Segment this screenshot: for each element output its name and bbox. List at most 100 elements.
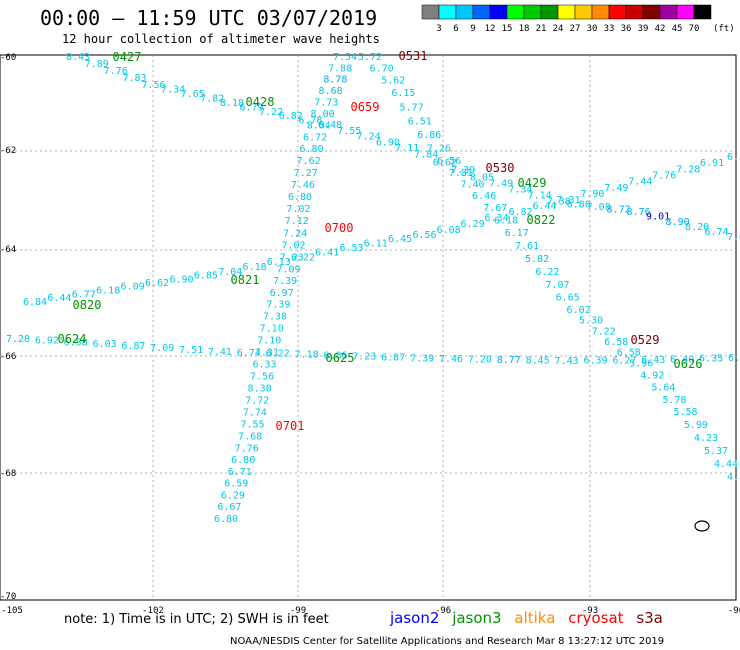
wave-height-value: 8.76: [627, 207, 651, 218]
wave-height-value: 6.02: [567, 305, 591, 316]
wave-height-value: 6.15: [391, 88, 415, 99]
wave-height-value: 7.38: [547, 197, 571, 208]
wave-height-value: 7.31: [556, 195, 580, 206]
wave-height-value: 6.58: [617, 348, 641, 359]
wave-height-value: 6.71: [228, 467, 252, 478]
wave-height-value: 6.62: [433, 157, 457, 168]
wave-height-value: 7.43: [555, 356, 579, 367]
colorbar-unit: (ft): [713, 24, 735, 34]
wave-height-value: 7.34: [508, 185, 532, 196]
pass-time-label: 0530: [486, 161, 515, 175]
colorbar-swatch: [523, 4, 542, 20]
pass-time-label: 0624: [58, 332, 87, 346]
colorbar-swatch: [659, 4, 678, 20]
colorbar-tick: 70: [689, 24, 700, 34]
wave-height-value: 7.61: [515, 241, 539, 252]
satellite-cryosat: cryosat: [568, 609, 624, 627]
wave-height-value: 7.28: [676, 164, 700, 175]
colorbar-swatch: [557, 4, 576, 20]
colorbar-tick: 12: [485, 24, 496, 34]
wave-height-value: 7.88: [328, 63, 352, 74]
wave-height-value: 7.39: [410, 353, 434, 364]
pass-time-label: 0700: [325, 221, 354, 235]
wave-height-value: 8.05: [470, 173, 494, 184]
lon-label: -99: [290, 606, 306, 616]
wave-height-value: 7.46: [439, 354, 463, 365]
wave-height-value: 7.09: [276, 264, 300, 275]
wave-height-value: 6.84: [23, 297, 47, 308]
wave-height-value: 6.13: [267, 257, 291, 268]
wave-height-value: 7.04: [218, 267, 242, 278]
wave-height-value: 6.97: [270, 288, 294, 299]
pass-time-label: 0429: [518, 176, 547, 190]
wave-height-value: 7.54: [333, 52, 357, 63]
pass-time-label: 0625: [326, 351, 355, 365]
lon-label: -96: [435, 606, 451, 616]
wave-height-value: 6.08: [437, 225, 461, 236]
lon-label: -102: [142, 606, 164, 616]
wave-height-value: 7.02: [281, 240, 305, 251]
wave-height-value: 6.80: [567, 199, 591, 210]
wave-height-value: 7.56: [250, 372, 274, 383]
wave-height-value: 8.77: [497, 355, 521, 366]
wave-height-value: 7.44: [628, 177, 652, 188]
colorbar-swatch: [421, 4, 440, 20]
wave-height-value: 7.38: [263, 312, 287, 323]
wave-height-value: 6.17: [505, 228, 529, 239]
wave-height-value: 7.23: [352, 352, 376, 363]
page-title: 00:00 – 11:59 UTC 03/07/2019: [40, 6, 378, 30]
wave-height-value: 7.89: [85, 59, 109, 70]
wave-height-value: 6.41: [315, 248, 339, 259]
wave-height-value: 7.14: [528, 191, 552, 202]
wave-height-value: 6.87: [121, 341, 145, 352]
wave-height-value: 4.44: [714, 459, 738, 470]
wave-height-value: 5.77: [400, 102, 424, 113]
lat-label: -60: [0, 53, 16, 63]
wave-height-value: 6.18: [243, 262, 267, 273]
wave-height-value: 7.18: [295, 350, 319, 361]
wave-height-value: 5.82: [525, 254, 549, 265]
wave-height-value: 6.58: [604, 337, 628, 348]
wave-height-value: 5.96: [629, 358, 653, 369]
wave-height-value: 7.39: [451, 165, 475, 176]
wave-height-value: 6.48: [318, 120, 342, 131]
wave-height-value: 7.73: [314, 97, 338, 108]
colorbar-swatch: [676, 4, 695, 20]
lon-label: -105: [1, 606, 23, 616]
wave-height-value: 6.79: [239, 102, 263, 113]
colorbar-swatch: [489, 4, 508, 20]
map-grid: [0, 55, 736, 600]
wave-height-value: 6.40: [670, 354, 694, 365]
wave-height-value: 6.39: [583, 356, 607, 367]
pass-time-label: 0820: [73, 298, 102, 312]
satellite-legend: jason2 jason3 altika cryosat s3a: [390, 609, 671, 627]
pass-time-label: 0529: [631, 333, 660, 347]
wave-height-value: 7.08: [587, 202, 611, 213]
wave-height-value: 8.04: [307, 121, 331, 132]
wave-height-value: 7.24: [283, 228, 307, 239]
wave-height-value: 7.41: [208, 347, 232, 358]
wave-height-value: 8.30: [248, 384, 272, 395]
wave-height-value: 6.56: [412, 230, 436, 241]
wave-height-value: 6.85: [194, 271, 218, 282]
colorbar-swatch: [591, 4, 610, 20]
wave-height-value: 7.26: [427, 143, 451, 154]
colorbar-tick: 45: [672, 24, 683, 34]
wave-height-value: 6.74: [704, 227, 728, 238]
wave-height-value: 7.76: [652, 171, 676, 182]
wave-height-value: 8.18: [220, 98, 244, 109]
colorbar-swatch: [608, 4, 627, 20]
lat-label: -68: [0, 469, 16, 479]
wave-height-value: 7.34: [161, 84, 185, 95]
wave-height-value: 7.90: [580, 189, 604, 200]
wave-height-value: 7.20: [468, 355, 492, 366]
wave-height-value: 5.78: [662, 395, 686, 406]
wave-height-value: 4.23: [694, 433, 718, 444]
wave-height-value: 6.65: [556, 293, 580, 304]
wave-height-value: 7.27: [294, 168, 318, 179]
wave-height-value: 7.55: [240, 420, 264, 431]
wave-height-value: 5.58: [673, 407, 697, 418]
wave-height-value: 7.81: [449, 168, 473, 179]
wave-height-value: 8.78: [323, 75, 347, 86]
